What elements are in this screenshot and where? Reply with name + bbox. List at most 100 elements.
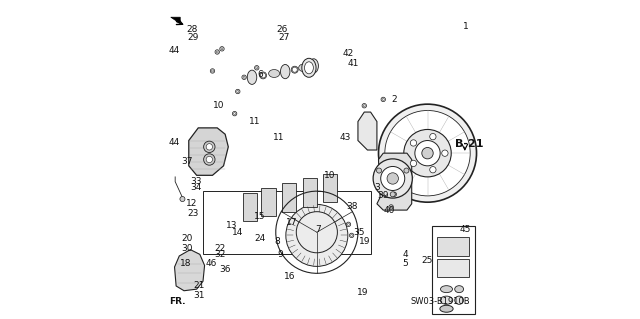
Text: 14: 14 — [232, 228, 243, 237]
Text: 37: 37 — [181, 157, 193, 166]
Circle shape — [378, 104, 477, 202]
Circle shape — [346, 222, 351, 226]
Text: 19: 19 — [358, 237, 370, 246]
Text: 17: 17 — [286, 218, 298, 227]
Circle shape — [348, 223, 349, 225]
Circle shape — [442, 150, 448, 156]
Polygon shape — [377, 153, 412, 210]
Ellipse shape — [247, 70, 257, 85]
Circle shape — [206, 144, 212, 150]
Text: 42: 42 — [343, 49, 354, 58]
Text: 15: 15 — [254, 212, 266, 221]
Text: 11: 11 — [273, 133, 285, 142]
Circle shape — [220, 47, 224, 51]
Text: 16: 16 — [284, 272, 296, 281]
Text: 31: 31 — [193, 291, 205, 300]
Text: 4: 4 — [403, 250, 408, 259]
Ellipse shape — [305, 62, 314, 74]
Circle shape — [389, 205, 394, 209]
Circle shape — [404, 130, 451, 177]
Text: 22: 22 — [215, 243, 226, 253]
Text: 36: 36 — [220, 265, 231, 274]
Circle shape — [410, 160, 417, 167]
Circle shape — [204, 141, 215, 152]
Text: 1: 1 — [463, 22, 468, 31]
Circle shape — [216, 51, 218, 53]
Text: FR.: FR. — [169, 297, 186, 306]
Text: 2: 2 — [392, 95, 397, 104]
Text: 13: 13 — [226, 221, 237, 230]
Circle shape — [212, 70, 213, 72]
Text: 46: 46 — [205, 259, 216, 268]
Circle shape — [256, 67, 258, 69]
Circle shape — [260, 73, 266, 78]
Text: 21: 21 — [193, 281, 205, 291]
Circle shape — [373, 159, 412, 198]
Circle shape — [234, 113, 236, 115]
Text: 29: 29 — [187, 33, 198, 42]
Text: 38: 38 — [346, 203, 357, 211]
Bar — [282, 183, 296, 212]
Ellipse shape — [454, 296, 463, 304]
Text: 41: 41 — [348, 59, 359, 68]
Polygon shape — [189, 128, 228, 175]
Bar — [437, 259, 468, 277]
Circle shape — [404, 168, 409, 173]
Text: 34: 34 — [190, 183, 202, 192]
Text: 10: 10 — [324, 171, 335, 180]
Text: 39: 39 — [378, 191, 389, 200]
Circle shape — [211, 69, 214, 73]
Circle shape — [351, 234, 353, 236]
Text: SW03-B1910B: SW03-B1910B — [410, 297, 470, 306]
Text: 40: 40 — [383, 206, 395, 215]
Circle shape — [415, 141, 440, 166]
Text: 25: 25 — [422, 256, 433, 265]
Circle shape — [221, 48, 223, 50]
Text: 43: 43 — [340, 133, 351, 142]
Circle shape — [232, 111, 237, 116]
Circle shape — [236, 89, 240, 94]
Bar — [437, 237, 468, 256]
Text: 23: 23 — [187, 209, 198, 218]
Ellipse shape — [440, 286, 452, 293]
Text: 45: 45 — [460, 225, 471, 234]
Text: 10: 10 — [213, 101, 225, 110]
Text: 9: 9 — [278, 250, 284, 259]
Bar — [303, 178, 317, 207]
Circle shape — [349, 233, 354, 238]
Circle shape — [392, 192, 397, 197]
Circle shape — [385, 110, 470, 196]
Circle shape — [364, 105, 365, 107]
Circle shape — [206, 156, 212, 163]
Polygon shape — [171, 17, 180, 24]
Text: 7: 7 — [316, 225, 321, 234]
Circle shape — [255, 66, 259, 70]
Ellipse shape — [269, 70, 280, 78]
Text: 20: 20 — [182, 234, 193, 243]
Text: 26: 26 — [276, 25, 288, 34]
Bar — [203, 191, 371, 254]
Circle shape — [362, 104, 367, 108]
Text: 5: 5 — [403, 259, 408, 268]
Circle shape — [390, 206, 392, 208]
Circle shape — [204, 154, 215, 165]
Text: 6: 6 — [257, 70, 263, 78]
Text: 35: 35 — [353, 228, 364, 237]
Ellipse shape — [440, 305, 453, 312]
Circle shape — [394, 193, 396, 195]
Text: 11: 11 — [250, 117, 261, 126]
Text: 18: 18 — [180, 259, 191, 268]
Circle shape — [242, 75, 246, 79]
Circle shape — [180, 197, 185, 202]
Circle shape — [237, 91, 239, 93]
Bar — [262, 188, 276, 216]
Circle shape — [390, 192, 396, 197]
Ellipse shape — [454, 286, 463, 293]
Circle shape — [292, 67, 297, 72]
Circle shape — [376, 168, 381, 173]
Ellipse shape — [302, 58, 316, 77]
Circle shape — [381, 167, 404, 190]
Circle shape — [215, 50, 220, 54]
Circle shape — [410, 140, 417, 146]
Text: B-21: B-21 — [455, 139, 483, 149]
